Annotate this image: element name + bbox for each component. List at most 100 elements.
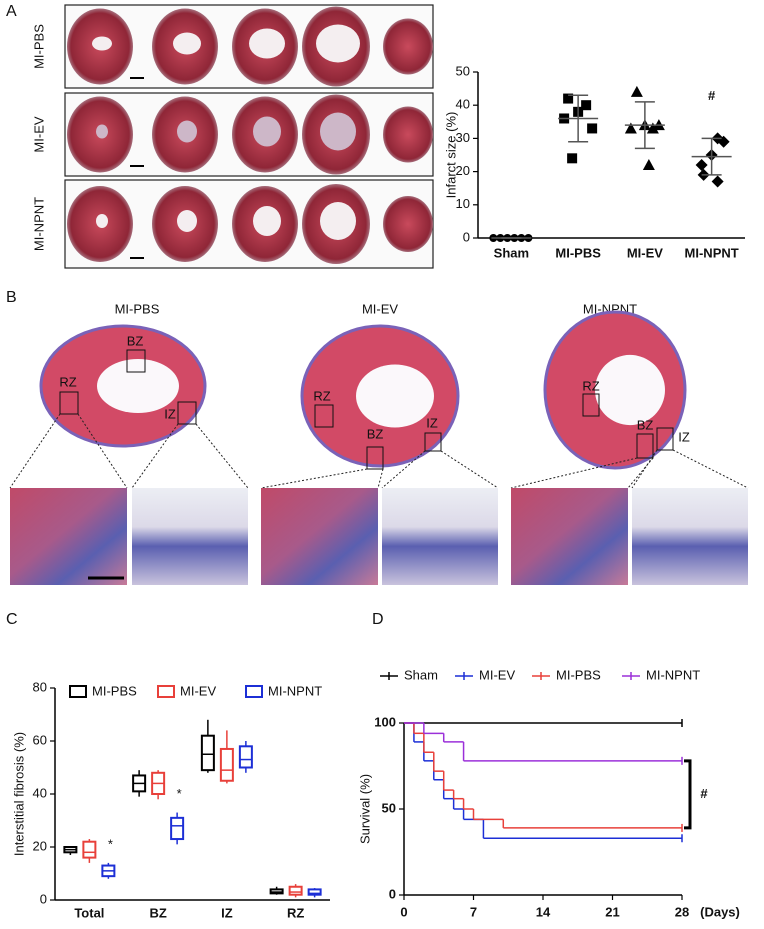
y-tick-label: 0 — [40, 891, 47, 906]
histology-image — [10, 488, 127, 585]
region-label: RZ — [313, 388, 330, 403]
x-axis-label: (Days) — [700, 904, 740, 919]
lumen — [356, 364, 434, 428]
legend-label: MI-EV — [479, 667, 515, 682]
lumen — [177, 120, 197, 143]
x-tick-label: IZ — [221, 905, 233, 920]
y-tick-label: 50 — [382, 800, 396, 815]
data-point — [624, 122, 637, 134]
zoom-line — [631, 449, 658, 489]
legend-swatch — [245, 685, 263, 698]
region-label: BZ — [637, 417, 654, 432]
data-point — [587, 123, 598, 134]
y-tick-label: 40 — [33, 785, 47, 800]
zoom-line — [9, 413, 61, 489]
significance-bracket — [684, 759, 692, 830]
data-point — [695, 158, 708, 171]
legend-label: MI-NPNT — [646, 667, 700, 682]
data-point — [630, 85, 643, 97]
y-tick-label: 20 — [456, 163, 470, 178]
lumen — [249, 28, 285, 59]
legend-label: MI-PBS — [92, 683, 137, 698]
region-box — [126, 349, 146, 373]
region-box — [177, 401, 197, 425]
lumen — [173, 32, 201, 55]
histology-image — [511, 488, 628, 585]
x-tick-label: 21 — [605, 904, 619, 919]
region-label: RZ — [59, 374, 76, 389]
region-box — [636, 433, 654, 459]
y-tick-label: 60 — [33, 732, 47, 747]
y-tick-label: 0 — [389, 886, 396, 901]
region-label: RZ — [582, 378, 599, 393]
panel-label: A — [6, 3, 17, 20]
region-box — [314, 404, 334, 428]
lumen — [320, 112, 356, 151]
box — [307, 888, 322, 896]
x-tick-label: RZ — [287, 905, 304, 920]
region-label: IZ — [678, 429, 690, 444]
box — [238, 745, 253, 769]
panel-label: C — [6, 611, 18, 628]
x-tick-label: Sham — [494, 245, 529, 260]
y-tick-label: 0 — [463, 229, 470, 244]
x-tick-label: 7 — [470, 904, 477, 919]
annotation: * — [108, 836, 113, 851]
y-axis-label: Infarct size (%) — [443, 112, 458, 199]
box — [288, 885, 303, 896]
lumen — [253, 116, 281, 147]
y-tick-label: 80 — [33, 679, 47, 694]
region-label: BZ — [367, 426, 384, 441]
annotation: # — [700, 786, 708, 801]
legend-label: Sham — [404, 667, 438, 682]
row-label: MI-NPNT — [31, 197, 46, 251]
region-box — [366, 446, 384, 470]
lumen — [96, 214, 108, 228]
x-tick-label: 28 — [675, 904, 689, 919]
x-tick-label: MI-PBS — [555, 245, 601, 260]
x-tick-label: BZ — [149, 905, 166, 920]
legend-label: MI-NPNT — [268, 683, 322, 698]
heart-slice — [383, 18, 433, 75]
data-point — [563, 93, 574, 104]
x-tick-label: 0 — [400, 904, 407, 919]
zoom-line — [510, 457, 638, 489]
y-tick-label: 20 — [33, 838, 47, 853]
region-box — [582, 393, 600, 417]
lumen — [97, 359, 179, 413]
box — [82, 840, 97, 859]
panel-label: D — [372, 611, 384, 628]
panel-label: B — [6, 289, 17, 306]
y-tick-label: 40 — [456, 97, 470, 112]
zoom-line — [381, 450, 426, 489]
zoom-line — [131, 423, 179, 489]
y-tick-label: 100 — [374, 714, 396, 729]
legend-swatch — [69, 685, 87, 698]
data-point — [642, 158, 655, 170]
zoom-line — [195, 423, 249, 489]
lumen — [595, 354, 665, 426]
zoom-line — [440, 450, 499, 489]
region-box — [424, 432, 442, 452]
annotation: # — [708, 88, 716, 103]
y-tick-label: 50 — [456, 63, 470, 78]
histology-title: MI-EV — [362, 301, 398, 316]
histology-image — [382, 488, 498, 585]
x-tick-label: 14 — [536, 904, 551, 919]
heart-slice — [383, 106, 433, 163]
region-box — [59, 391, 79, 415]
zoom-line — [627, 457, 654, 489]
lumen — [320, 202, 356, 240]
region-label: BZ — [127, 333, 144, 348]
row-label: MI-EV — [31, 116, 46, 152]
lumen — [96, 124, 108, 139]
y-axis-label: Interstitial fibrosis (%) — [11, 732, 26, 856]
region-label: IZ — [164, 406, 176, 421]
lumen — [253, 206, 281, 236]
box — [200, 734, 215, 772]
data-point — [711, 175, 724, 188]
zoom-line — [377, 468, 384, 489]
lumen — [92, 36, 112, 51]
data-point — [581, 100, 592, 111]
